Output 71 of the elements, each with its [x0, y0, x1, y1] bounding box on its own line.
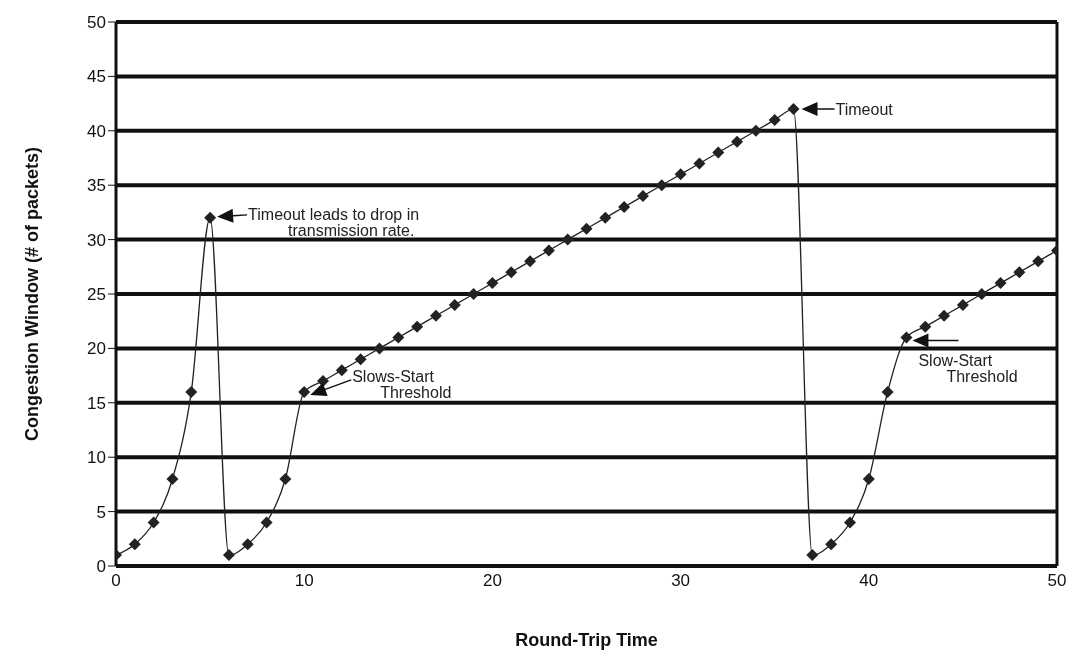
x-tick-label: 50 — [1047, 571, 1067, 591]
point — [655, 179, 668, 192]
point — [392, 331, 405, 344]
x-tick-label: 10 — [294, 571, 314, 591]
point — [467, 288, 480, 300]
point — [862, 472, 875, 485]
point — [1013, 266, 1026, 279]
x-tick-label: 40 — [859, 571, 879, 591]
point — [279, 472, 292, 485]
point — [222, 549, 235, 562]
point — [712, 146, 725, 159]
annotation: Timeout leads to drop in transmission rate. — [248, 205, 420, 239]
point — [486, 277, 499, 290]
y-tick-label: 20 — [87, 339, 106, 359]
point — [429, 309, 442, 322]
point — [298, 385, 311, 398]
point — [975, 288, 988, 300]
point — [994, 277, 1007, 290]
point — [260, 516, 273, 529]
point — [599, 211, 612, 224]
point — [448, 298, 461, 311]
point — [919, 320, 932, 333]
point — [825, 538, 838, 551]
point — [636, 190, 649, 203]
x-tick-label: 0 — [111, 571, 121, 591]
point — [900, 331, 913, 344]
x-axis-title: Round-Trip Time — [515, 630, 658, 650]
point — [411, 320, 424, 333]
point — [335, 364, 348, 377]
y-tick-label: 25 — [87, 285, 106, 305]
point — [693, 157, 706, 170]
y-axis-title: Congestion Window (# of packets) — [22, 147, 43, 441]
point — [843, 516, 856, 529]
point — [938, 309, 951, 322]
point — [768, 113, 781, 126]
y-tick-label: 5 — [96, 502, 106, 522]
point — [373, 342, 386, 355]
point — [1032, 255, 1045, 268]
x-tick-label: 20 — [482, 571, 502, 591]
point — [618, 200, 631, 213]
point — [204, 211, 217, 224]
point — [185, 385, 198, 398]
y-tick-label: 15 — [87, 393, 106, 413]
y-tick-label: 45 — [87, 67, 106, 87]
point — [147, 516, 160, 529]
point — [806, 549, 819, 562]
annotation: Timeout — [835, 101, 894, 119]
y-tick-label: 30 — [87, 230, 106, 250]
point — [241, 538, 254, 551]
point — [128, 538, 141, 551]
point — [580, 222, 593, 235]
point — [542, 244, 555, 257]
point — [956, 298, 969, 311]
x-tick-label: 30 — [671, 571, 691, 591]
point — [524, 255, 537, 268]
y-tick-label: 40 — [87, 121, 106, 141]
y-tick-label: 50 — [87, 13, 106, 33]
y-tick-label: 10 — [87, 448, 106, 468]
y-tick-label: 35 — [87, 176, 106, 196]
annotation: Slows-Start Threshold — [352, 367, 452, 401]
point — [787, 103, 800, 116]
point — [505, 266, 518, 279]
point — [749, 124, 762, 137]
point — [166, 472, 179, 485]
y-tick-label: 0 — [96, 557, 106, 577]
point — [731, 135, 744, 148]
point — [561, 233, 574, 246]
point — [354, 353, 367, 366]
annotation: Slow-Start Threshold — [918, 351, 1018, 385]
point — [881, 385, 894, 398]
point — [674, 168, 687, 181]
